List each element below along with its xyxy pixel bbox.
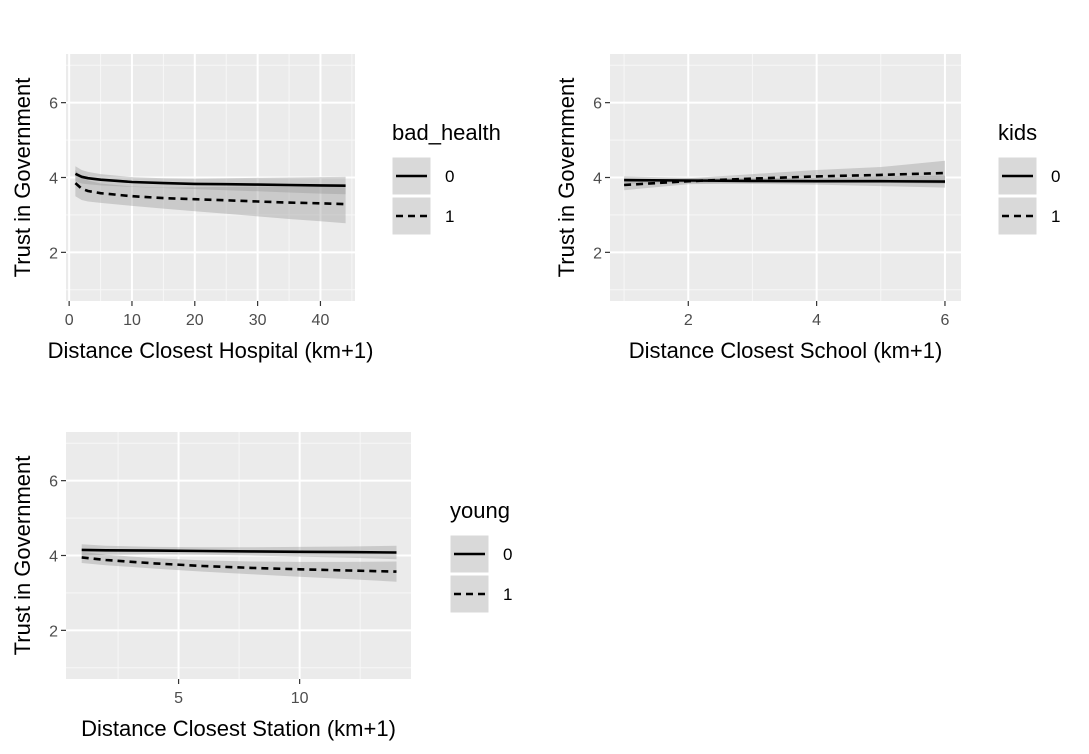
series-line-0: [74, 172, 346, 187]
y-tick-label: 2: [49, 623, 58, 640]
y-axis-title: Trust in Government: [10, 78, 35, 278]
y-axis-title: Trust in Government: [554, 78, 579, 278]
y-tick-label: 6: [49, 96, 58, 113]
series-line-0: [81, 548, 397, 554]
x-tick-label: 20: [186, 312, 204, 329]
legend-title: bad_health: [392, 120, 501, 145]
legend-label-1: 1: [445, 207, 454, 226]
panel-2: 2 4 6 2 4 6 Distance Closest School (km+1) Trus…: [554, 54, 1060, 363]
legend-label-1: 1: [1051, 207, 1060, 226]
legend-title: kids: [998, 120, 1037, 145]
series-line-1: [74, 182, 346, 206]
x-axis-title: Distance Closest Hospital (km+1): [48, 338, 374, 363]
x-tick-label: 40: [312, 312, 330, 329]
legend-label-0: 0: [503, 545, 512, 564]
y-tick-label: 4: [49, 549, 58, 566]
confidence-band-series-0: [75, 166, 346, 195]
y-tick-label: 2: [593, 245, 602, 262]
confidence-band-series-1: [624, 160, 945, 191]
legend: kids 0 1: [997, 120, 1060, 236]
y-axis-title: Trust in Government: [10, 456, 35, 656]
y-tick-label: 2: [49, 245, 58, 262]
x-tick-label: 10: [291, 690, 309, 707]
legend: young 0 1: [449, 498, 512, 614]
series-line-1: [624, 171, 946, 187]
series-line-0: [624, 178, 946, 183]
confidence-band-series-1: [75, 170, 346, 224]
legend: bad_health 0 1: [391, 120, 501, 236]
legend-label-0: 0: [445, 167, 454, 186]
x-axis-title: Distance Closest School (km+1): [629, 338, 943, 363]
x-tick-label: 0: [65, 312, 74, 329]
x-tick-label: 2: [684, 312, 693, 329]
x-tick-label: 30: [249, 312, 267, 329]
x-axis-title: Distance Closest Station (km+1): [81, 716, 396, 741]
legend-label-1: 1: [503, 585, 512, 604]
y-tick-label: 4: [49, 171, 58, 188]
legend-label-0: 0: [1051, 167, 1060, 186]
legend-title: young: [450, 498, 510, 523]
y-tick-label: 6: [593, 96, 602, 113]
x-tick-label: 10: [123, 312, 141, 329]
y-tick-label: 6: [49, 474, 58, 491]
x-tick-label: 6: [941, 312, 950, 329]
x-tick-label: 5: [174, 690, 183, 707]
x-tick-label: 4: [812, 312, 821, 329]
series-line-1: [81, 556, 397, 573]
y-tick-label: 4: [593, 171, 602, 188]
